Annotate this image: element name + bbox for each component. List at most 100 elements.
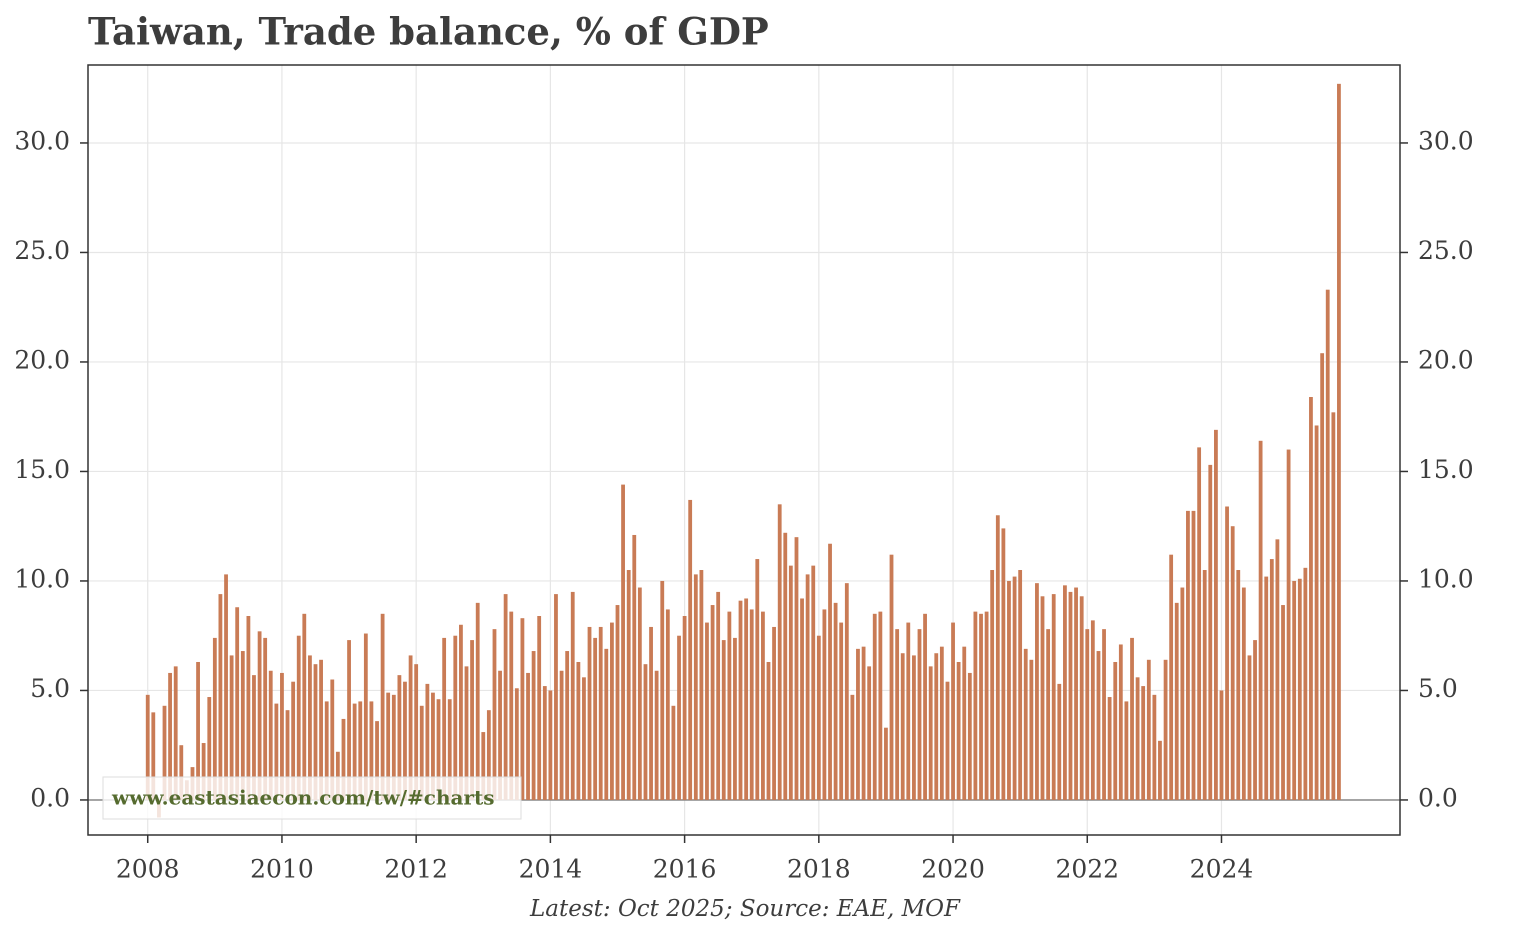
bar [268, 670, 273, 800]
footnote: Latest: Oct 2025; Source: EAE, MOF [529, 896, 961, 922]
bar [1174, 602, 1179, 800]
bar [654, 670, 659, 800]
x-tick-label: 2022 [1055, 855, 1119, 884]
bar [1040, 596, 1045, 800]
bar [850, 694, 855, 800]
y-tick-label: 0.0 [30, 783, 70, 812]
bar [637, 587, 642, 800]
bar [207, 697, 212, 800]
bar [1303, 567, 1308, 800]
bar [1124, 701, 1129, 800]
bar [386, 692, 391, 800]
bar [979, 613, 983, 800]
bar [403, 681, 407, 800]
bar [811, 565, 816, 800]
bar [1180, 587, 1185, 800]
bar [1079, 596, 1084, 800]
bar [956, 661, 961, 800]
bar [582, 677, 586, 800]
bar [308, 655, 312, 800]
bar [274, 703, 279, 800]
bar [593, 637, 598, 800]
bar [984, 611, 989, 800]
plot-frame [87, 64, 1401, 836]
bar [459, 624, 463, 800]
bar [766, 661, 771, 800]
bar [682, 616, 687, 800]
bar [464, 666, 469, 800]
bar [721, 640, 726, 800]
x-tick-label: 2018 [787, 855, 851, 884]
bar [1023, 648, 1028, 800]
x-tick-label: 2008 [116, 855, 180, 884]
bar [492, 629, 497, 800]
bar [1057, 683, 1062, 800]
bar [816, 635, 821, 800]
bar [380, 613, 385, 800]
bar [442, 637, 447, 800]
x-tick-label: 2014 [519, 855, 583, 884]
bar [693, 574, 698, 800]
bar [447, 699, 452, 800]
bar [330, 679, 335, 800]
bar [951, 622, 955, 800]
bar [168, 672, 172, 800]
bar [604, 648, 609, 800]
y2-tick-label: 20.0 [1418, 345, 1474, 374]
bar [531, 651, 536, 800]
bar [688, 499, 693, 800]
bar [738, 600, 743, 800]
bar [643, 664, 648, 800]
bar [1085, 629, 1090, 800]
bar [610, 622, 614, 800]
bar [503, 594, 508, 800]
bar [878, 611, 883, 800]
bar [995, 515, 1000, 800]
bar [1275, 539, 1280, 800]
bar [324, 701, 329, 800]
bar [889, 554, 894, 800]
bar [1007, 580, 1011, 800]
bar [884, 727, 888, 800]
bar [296, 635, 301, 800]
y-tick-label: 30.0 [14, 126, 70, 155]
y2-tick-label: 5.0 [1418, 674, 1458, 703]
bar [1118, 644, 1123, 800]
bar [872, 613, 877, 800]
bar [554, 594, 558, 800]
bar [822, 609, 827, 800]
bar [1247, 655, 1252, 800]
bar [486, 710, 491, 800]
bar [733, 637, 737, 800]
bar [844, 583, 849, 800]
bar [1286, 449, 1291, 800]
bar [475, 602, 480, 800]
bar [526, 672, 530, 800]
bar [201, 743, 206, 800]
bar [727, 611, 732, 800]
bar [794, 537, 799, 800]
bar [1281, 605, 1285, 800]
bar [246, 616, 251, 800]
bar [861, 646, 866, 800]
bar [934, 653, 939, 800]
bar [1253, 640, 1257, 800]
bar [1169, 554, 1174, 800]
bar [783, 532, 788, 800]
bar [252, 675, 256, 800]
bar [1102, 629, 1106, 800]
y2-tick-label: 25.0 [1418, 236, 1474, 265]
bar [263, 637, 268, 800]
bar [788, 565, 793, 800]
bar [1018, 570, 1023, 800]
bar [615, 605, 620, 800]
bar [565, 651, 570, 800]
bar [347, 640, 351, 800]
bar [481, 732, 486, 800]
bar [705, 622, 709, 800]
bar [414, 664, 419, 800]
bar [1292, 580, 1297, 800]
bar [1325, 289, 1330, 800]
bar [587, 626, 592, 800]
bar [1141, 686, 1146, 800]
